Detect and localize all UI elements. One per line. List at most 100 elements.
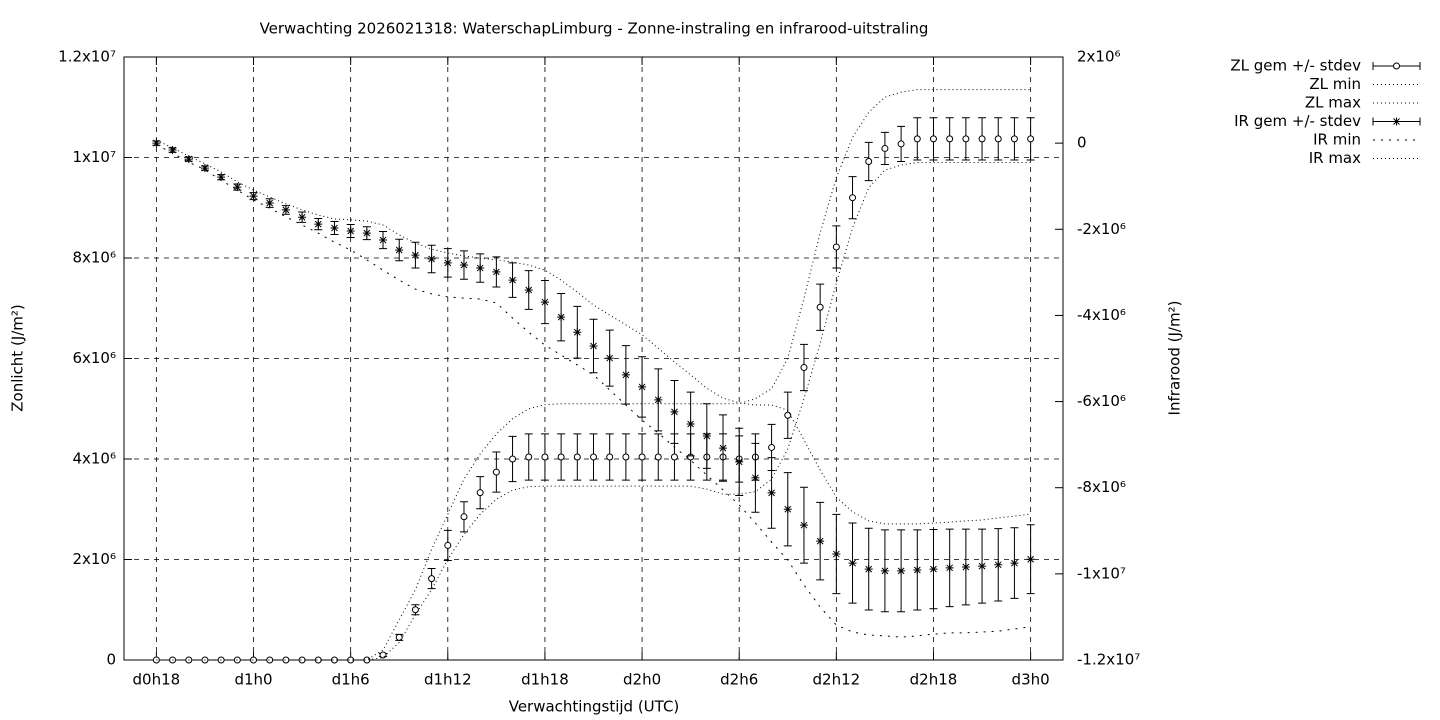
point	[524, 286, 533, 295]
point	[330, 656, 338, 664]
point	[540, 298, 549, 307]
point	[767, 488, 776, 497]
point	[428, 575, 436, 583]
legend-label: IR gem +/- stdev	[1234, 112, 1361, 130]
x-tick-label: d1h0	[234, 671, 272, 689]
point	[362, 229, 371, 238]
x-tick-label: d3h0	[1012, 671, 1050, 689]
point	[573, 453, 581, 461]
point	[880, 566, 889, 575]
legend-label: ZL gem +/- stdev	[1230, 57, 1361, 75]
point	[897, 140, 905, 148]
point	[233, 183, 242, 192]
y-tick-label: 6x10⁶	[72, 349, 116, 367]
x-tick-label: d2h0	[623, 671, 661, 689]
point	[573, 328, 582, 337]
x-tick-label: d2h6	[720, 671, 758, 689]
point	[1010, 135, 1018, 143]
point	[799, 521, 808, 530]
point	[929, 135, 937, 143]
point	[913, 135, 921, 143]
legend-marker	[1392, 117, 1401, 126]
point	[978, 135, 986, 143]
y-tick-label: 8x10⁶	[72, 249, 116, 267]
point	[783, 505, 792, 514]
point	[849, 194, 857, 202]
point	[330, 223, 339, 232]
y2-tick-label: -2x10⁶	[1077, 220, 1126, 238]
legend-label: ZL max	[1305, 94, 1361, 112]
y-tick-label: 1x10⁷	[72, 148, 116, 166]
point	[994, 135, 1002, 143]
point	[557, 453, 565, 461]
point	[638, 453, 646, 461]
point	[865, 158, 873, 166]
point	[881, 144, 889, 152]
x-tick-label: d2h12	[813, 671, 861, 689]
point	[816, 303, 824, 311]
point	[265, 199, 274, 208]
point	[816, 537, 825, 546]
x-tick-label: d1h6	[332, 671, 370, 689]
point	[751, 473, 760, 482]
point	[670, 453, 678, 461]
x-tick-label: d0h18	[133, 671, 181, 689]
y2-axis-label: Infrarood (J/m²)	[1166, 301, 1184, 416]
point	[929, 565, 938, 574]
point	[1010, 559, 1019, 568]
point	[282, 656, 290, 664]
line	[156, 89, 1031, 661]
point	[590, 453, 597, 461]
point	[492, 267, 501, 276]
x-tick-label: d1h12	[424, 671, 472, 689]
point	[961, 562, 970, 571]
point	[314, 220, 323, 229]
point	[508, 276, 517, 285]
point	[347, 656, 355, 664]
point	[443, 258, 452, 267]
y-tick-label: 4x10⁶	[72, 450, 116, 468]
point	[864, 565, 873, 574]
point	[994, 560, 1003, 569]
point	[249, 192, 258, 201]
point	[606, 453, 614, 461]
point	[250, 656, 258, 664]
y2-tick-label: -4x10⁶	[1077, 306, 1126, 324]
point	[525, 453, 533, 461]
point	[427, 255, 436, 264]
point	[719, 444, 728, 453]
point	[281, 205, 290, 214]
point	[168, 146, 177, 155]
point	[621, 370, 630, 379]
point	[184, 155, 193, 164]
point	[686, 419, 695, 428]
point	[768, 443, 776, 451]
point	[459, 261, 468, 270]
x-tick-label: d2h18	[910, 671, 958, 689]
point	[476, 489, 484, 497]
y2-tick-label: -1.2x10⁷	[1077, 651, 1140, 669]
y-axis-label: Zonlicht (J/m²)	[9, 304, 27, 412]
point	[476, 264, 485, 273]
point	[411, 251, 420, 260]
point	[1027, 135, 1035, 143]
point	[541, 453, 549, 461]
y-tick-label: 1.2x10⁷	[58, 48, 116, 66]
point	[444, 541, 452, 549]
legend-label: ZL min	[1309, 75, 1361, 93]
point	[702, 432, 711, 441]
point	[638, 382, 647, 391]
point	[945, 563, 954, 572]
legend-label: IR max	[1309, 149, 1361, 167]
legend-label: IR min	[1313, 131, 1361, 149]
point	[314, 656, 322, 664]
point	[962, 135, 970, 143]
point	[1026, 555, 1035, 564]
point	[346, 227, 355, 236]
y2-tick-label: -1x10⁷	[1077, 564, 1126, 582]
point	[946, 135, 954, 143]
point	[395, 245, 404, 254]
point	[200, 164, 209, 173]
chart-title: Verwachting 2026021318: WaterschapLimbur…	[260, 20, 929, 38]
